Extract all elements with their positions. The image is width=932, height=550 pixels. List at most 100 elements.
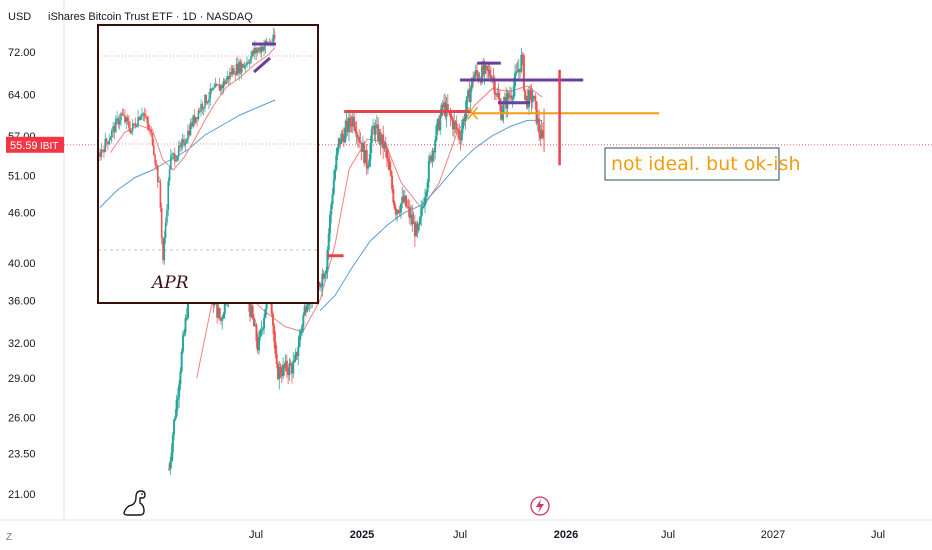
inset-body-18 bbox=[122, 114, 125, 116]
candle-body-235 bbox=[465, 96, 468, 111]
inset-body-64 bbox=[183, 139, 185, 146]
inset-body-69 bbox=[189, 122, 192, 136]
candle-body-295 bbox=[541, 130, 544, 138]
candle-body-149 bbox=[356, 136, 359, 138]
inset-body-54 bbox=[170, 155, 172, 170]
candle-body-244 bbox=[477, 73, 480, 80]
candle-body-196 bbox=[416, 223, 419, 231]
y-tick-9: 26.00 bbox=[8, 412, 36, 424]
candle-body-168 bbox=[380, 134, 383, 145]
candle-body-174 bbox=[388, 161, 391, 171]
candle-body-88 bbox=[279, 367, 282, 375]
candle-body-211 bbox=[435, 125, 438, 141]
candle-body-195 bbox=[415, 223, 418, 237]
candle-body-71 bbox=[257, 336, 260, 351]
note-callout[interactable]: not ideal. but ok-ish bbox=[604, 147, 800, 181]
candle-body-265 bbox=[503, 96, 506, 102]
inset-body-88 bbox=[214, 84, 217, 88]
candle-body-157 bbox=[366, 167, 369, 169]
timezone-icon[interactable]: Z bbox=[6, 532, 12, 543]
candle-body-188 bbox=[406, 206, 409, 208]
inset-body-10 bbox=[112, 126, 114, 131]
inset-body-133 bbox=[273, 34, 276, 40]
candle-body-166 bbox=[378, 132, 381, 142]
inset-body-67 bbox=[187, 130, 189, 141]
inset-body-25 bbox=[132, 123, 134, 131]
inset-body-13 bbox=[116, 118, 118, 120]
candle-body-81 bbox=[270, 295, 273, 314]
note-box bbox=[604, 147, 780, 181]
inset-body-47 bbox=[160, 207, 163, 238]
candle-body-102 bbox=[297, 346, 300, 357]
candle-body-129 bbox=[331, 194, 334, 205]
inset-body-42 bbox=[154, 154, 156, 164]
y-axis-ticks: 72.0064.0057.0051.0046.0040.0036.0032.00… bbox=[8, 47, 36, 501]
inset-body-87 bbox=[213, 87, 215, 89]
candle-body-236 bbox=[467, 90, 470, 97]
inset-body-39 bbox=[150, 129, 152, 133]
inset-body-41 bbox=[153, 145, 155, 155]
trend-drawings[interactable] bbox=[326, 61, 660, 258]
x-tick-0: Jul bbox=[249, 529, 263, 541]
inset-body-114 bbox=[248, 62, 251, 64]
candle-body-130 bbox=[332, 179, 335, 195]
candle-body-248 bbox=[482, 65, 485, 75]
candle-body-292 bbox=[538, 118, 541, 133]
inset-body-55 bbox=[171, 154, 173, 156]
candle-body-140 bbox=[345, 120, 348, 128]
candle-body-142 bbox=[347, 117, 350, 132]
candle-body-125 bbox=[326, 249, 329, 271]
inset-body-5 bbox=[105, 138, 108, 142]
inset-body-50 bbox=[164, 222, 167, 238]
candle-body-67 bbox=[252, 317, 255, 327]
inset-body-6 bbox=[107, 141, 109, 145]
inset-body-17 bbox=[121, 113, 124, 115]
x-tick-1: 2025 bbox=[350, 529, 374, 541]
inset-body-8 bbox=[109, 137, 112, 141]
candle-body-217 bbox=[443, 102, 446, 108]
candle-body-275 bbox=[516, 71, 519, 73]
candle-body-12 bbox=[183, 332, 186, 336]
candle-body-179 bbox=[394, 208, 397, 215]
inset-body-34 bbox=[143, 113, 146, 117]
candle-body-101 bbox=[296, 352, 299, 357]
candle-body-127 bbox=[328, 214, 331, 234]
inset-body-62 bbox=[180, 142, 183, 148]
candle-body-173 bbox=[387, 158, 390, 162]
candle-body-119 bbox=[318, 282, 321, 287]
inset-body-33 bbox=[142, 113, 145, 115]
inset-body-73 bbox=[195, 117, 197, 123]
inset-body-132 bbox=[272, 34, 275, 43]
inset-body-48 bbox=[162, 237, 164, 261]
price-tag[interactable]: 55.59 IBIT bbox=[6, 136, 64, 153]
candle-body-225 bbox=[453, 121, 456, 130]
candle-body-99 bbox=[293, 359, 296, 362]
candle-body-0 bbox=[168, 469, 171, 471]
candle-body-64 bbox=[249, 304, 252, 317]
candle-body-243 bbox=[475, 70, 478, 74]
ma-fast-line bbox=[196, 85, 543, 379]
candle-body-133 bbox=[336, 147, 339, 156]
inset-body-30 bbox=[138, 117, 141, 120]
candle-body-138 bbox=[342, 135, 345, 143]
inset-body-70 bbox=[191, 122, 193, 127]
candle-body-254 bbox=[489, 75, 492, 80]
candle-body-288 bbox=[533, 95, 536, 99]
candle-body-15 bbox=[187, 290, 190, 318]
inset-body-57 bbox=[174, 153, 176, 162]
x-tick-6: Jul bbox=[871, 529, 885, 541]
inset-body-127 bbox=[265, 41, 268, 43]
candle-body-85 bbox=[275, 354, 278, 364]
inset-body-119 bbox=[255, 47, 257, 53]
candle-body-218 bbox=[444, 102, 447, 117]
candle-body-74 bbox=[261, 328, 264, 330]
candle-body-131 bbox=[334, 169, 337, 180]
candle-body-258 bbox=[494, 94, 497, 96]
lightning-event-icon[interactable] bbox=[530, 496, 550, 516]
candle-body-239 bbox=[470, 78, 473, 89]
candle-body-86 bbox=[277, 363, 280, 379]
inset-body-60 bbox=[177, 145, 180, 157]
inset-body-9 bbox=[111, 130, 113, 138]
candle-body-4 bbox=[173, 419, 176, 436]
